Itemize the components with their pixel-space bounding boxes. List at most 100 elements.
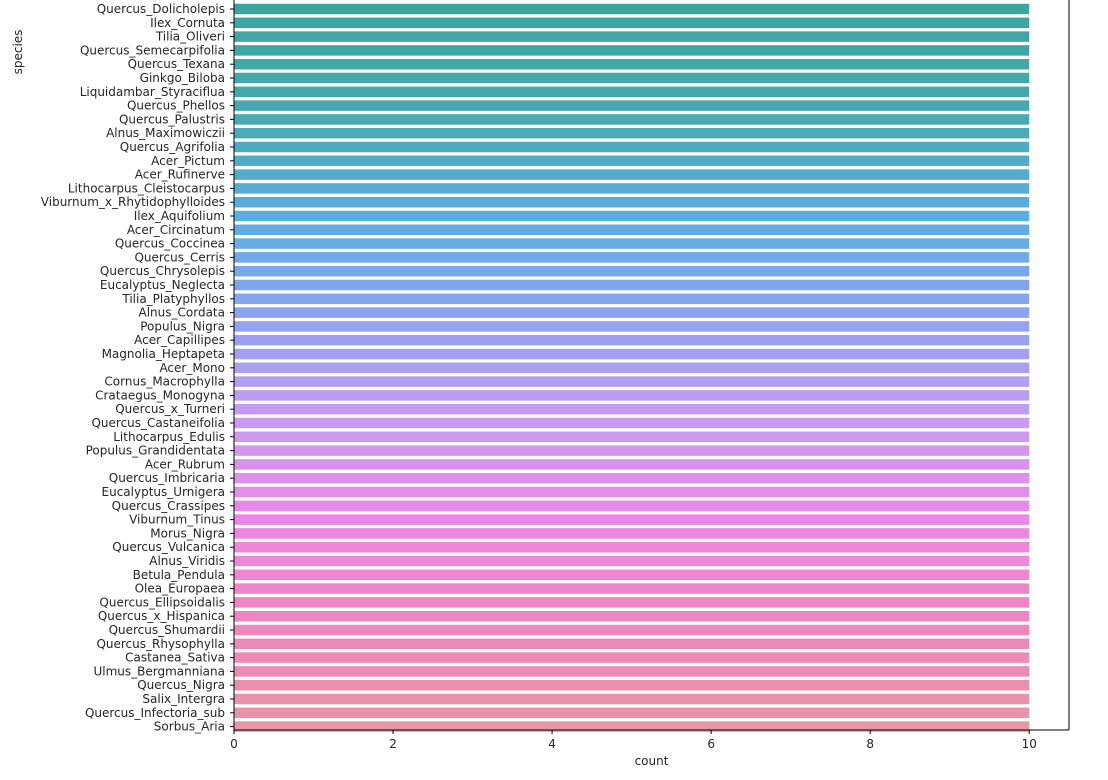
bar-quercus-infectoria-sub (234, 707, 1030, 719)
y-tick-label: Quercus_Cerris (134, 250, 225, 264)
y-tick-label: Betula_Pendula (133, 568, 225, 582)
y-tick-label: Quercus_Vulcanica (112, 540, 225, 554)
y-tick-label: Quercus_Coccinea (115, 237, 225, 251)
y-tick-label: Sorbus_Aria (154, 720, 225, 734)
y-tick-label: Morus_Nigra (150, 526, 225, 540)
bar-acer-rubrum (234, 459, 1030, 470)
bar-betula-pendula (234, 569, 1030, 581)
bar-viburnum-x-rhytidophylloides (234, 196, 1030, 208)
bar-tilia-platyphyllos (234, 293, 1030, 305)
y-tick-label: Ginkgo_Biloba (140, 71, 225, 85)
bar-tilia-oliveri (234, 31, 1030, 42)
bar-quercus-chrysolepis (234, 265, 1030, 277)
x-tick-label: 4 (548, 737, 556, 751)
bar-ulmus-bergmanniana (234, 666, 1030, 677)
y-tick-label: Quercus_Shumardii (109, 623, 225, 637)
bar-olea-europaea (234, 583, 1030, 594)
x-axis-label: count (635, 754, 669, 768)
y-tick-label: Liquidambar_Styraciflua (80, 85, 225, 99)
y-tick-label: Eucalyptus_Urnigera (102, 485, 226, 499)
y-tick-label: Acer_Circinatum (127, 223, 225, 237)
bar-eucalyptus-urnigera (234, 486, 1030, 498)
y-tick-label: Acer_Mono (159, 361, 225, 375)
bar-magnolia-heptapeta (234, 348, 1030, 360)
y-tick-label: Quercus_x_Hispanica (98, 609, 225, 623)
bar-lithocarpus-edulis (234, 431, 1030, 443)
bar-ilex-cornuta (234, 17, 1030, 29)
bar-acer-rufinerve (234, 169, 1030, 180)
y-tick-label: Quercus_Dolicholepis (97, 2, 225, 16)
y-tick-label: Quercus_Nigra (137, 678, 225, 692)
x-tick-label: 2 (389, 737, 397, 751)
bar-castanea-sativa (234, 652, 1030, 663)
bar-crataegus-monogyna (234, 390, 1030, 401)
y-tick-label: Lithocarpus_Cleistocarpus (68, 181, 225, 195)
bar-quercus-agrifolia (234, 141, 1030, 153)
y-tick-label: Quercus_Palustris (119, 112, 225, 126)
bar-quercus-crassipes (234, 500, 1030, 512)
y-tick-label: Viburnum_Tinus (129, 513, 225, 527)
bar-lithocarpus-cleistocarpus (234, 183, 1030, 194)
bar-cornus-macrophylla (234, 376, 1030, 387)
bar-acer-capillipes (234, 334, 1030, 346)
y-tick-label: Populus_Grandidentata (86, 444, 225, 458)
bar-alnus-viridis (234, 555, 1030, 567)
y-tick-label: Tilia_Oliveri (155, 30, 225, 44)
bar-quercus-vulcanica (234, 541, 1030, 553)
y-tick-label: Acer_Rufinerve (135, 168, 225, 182)
y-tick-label: Quercus_Agrifolia (120, 140, 225, 154)
bar-acer-mono (234, 362, 1030, 374)
bar-acer-circinatum (234, 224, 1030, 236)
x-ticks: 0 2 4 6 8 10 (230, 730, 1037, 751)
y-tick-label: Quercus_Imbricaria (109, 471, 225, 485)
bar-quercus-coccinea (234, 238, 1030, 249)
bar-quercus-semecarpifolia (234, 45, 1030, 56)
bar-morus-nigra (234, 528, 1030, 539)
y-tick-label: Crataegus_Monogyna (95, 388, 225, 402)
y-tick-label: Castanea_Sativa (125, 651, 225, 665)
bar-quercus-shumardii (234, 624, 1030, 636)
y-tick-label: Alnus_Maximowiczii (106, 126, 225, 140)
bar-ginkgo-biloba (234, 72, 1030, 84)
bar-acer-pictum (234, 155, 1030, 167)
y-tick-label: Quercus_Crassipes (112, 499, 225, 513)
bar-quercus-ellipsoidalis (234, 597, 1030, 608)
y-tick-label: Olea_Europaea (135, 582, 225, 596)
bar-salix-intergra (234, 693, 1030, 705)
bar-quercus-imbricaria (234, 472, 1030, 484)
y-tick-label: Viburnum_x_Rhytidophylloides (41, 195, 225, 209)
bar-quercus-castaneifolia (234, 417, 1030, 429)
x-tick-label: 0 (230, 737, 238, 751)
bar-viburnum-tinus (234, 514, 1030, 525)
y-tick-label: Quercus_Rhysophylla (96, 637, 225, 651)
bar-quercus-cerris (234, 252, 1030, 263)
bar-quercus-phellos (234, 100, 1030, 111)
y-tick-label: Populus_Nigra (140, 319, 225, 333)
y-tick-label: Quercus_x_Turneri (115, 402, 225, 416)
y-tick-label: Quercus_Ellipsoidalis (99, 595, 225, 609)
bar-sorbus-aria (234, 721, 1030, 732)
y-axis-label: species (11, 30, 25, 75)
y-tick-label: Quercus_Semecarpifolia (80, 43, 225, 57)
bar-eucalyptus-neglecta (234, 279, 1030, 291)
y-tick-labels: Quercus_DolicholepisIlex_CornutaTilia_Ol… (41, 2, 234, 734)
y-tick-label: Quercus_Infectoria_sub (85, 706, 225, 720)
y-tick-label: Tilia_Platyphyllos (121, 292, 225, 306)
x-tick-label: 10 (1022, 737, 1037, 751)
y-tick-label: Salix_Intergra (142, 692, 225, 706)
y-tick-label: Quercus_Phellos (127, 99, 225, 113)
bar-populus-grandidentata (234, 445, 1030, 456)
bar-alnus-maximowiczii (234, 127, 1030, 139)
y-tick-label: Alnus_Cordata (139, 306, 225, 320)
bar-quercus-nigra (234, 679, 1030, 691)
y-tick-label: Alnus_Viridis (149, 554, 225, 568)
y-tick-label: Eucalyptus_Neglecta (100, 278, 225, 292)
x-tick-label: 6 (707, 737, 715, 751)
y-tick-label: Ilex_Aquifolium (134, 209, 225, 223)
bar-quercus-texana (234, 58, 1030, 70)
bars-group (234, 3, 1030, 732)
x-tick-label: 8 (866, 737, 874, 751)
bar-quercus-x-hispanica (234, 610, 1030, 622)
y-tick-label: Cornus_Macrophylla (104, 375, 225, 389)
